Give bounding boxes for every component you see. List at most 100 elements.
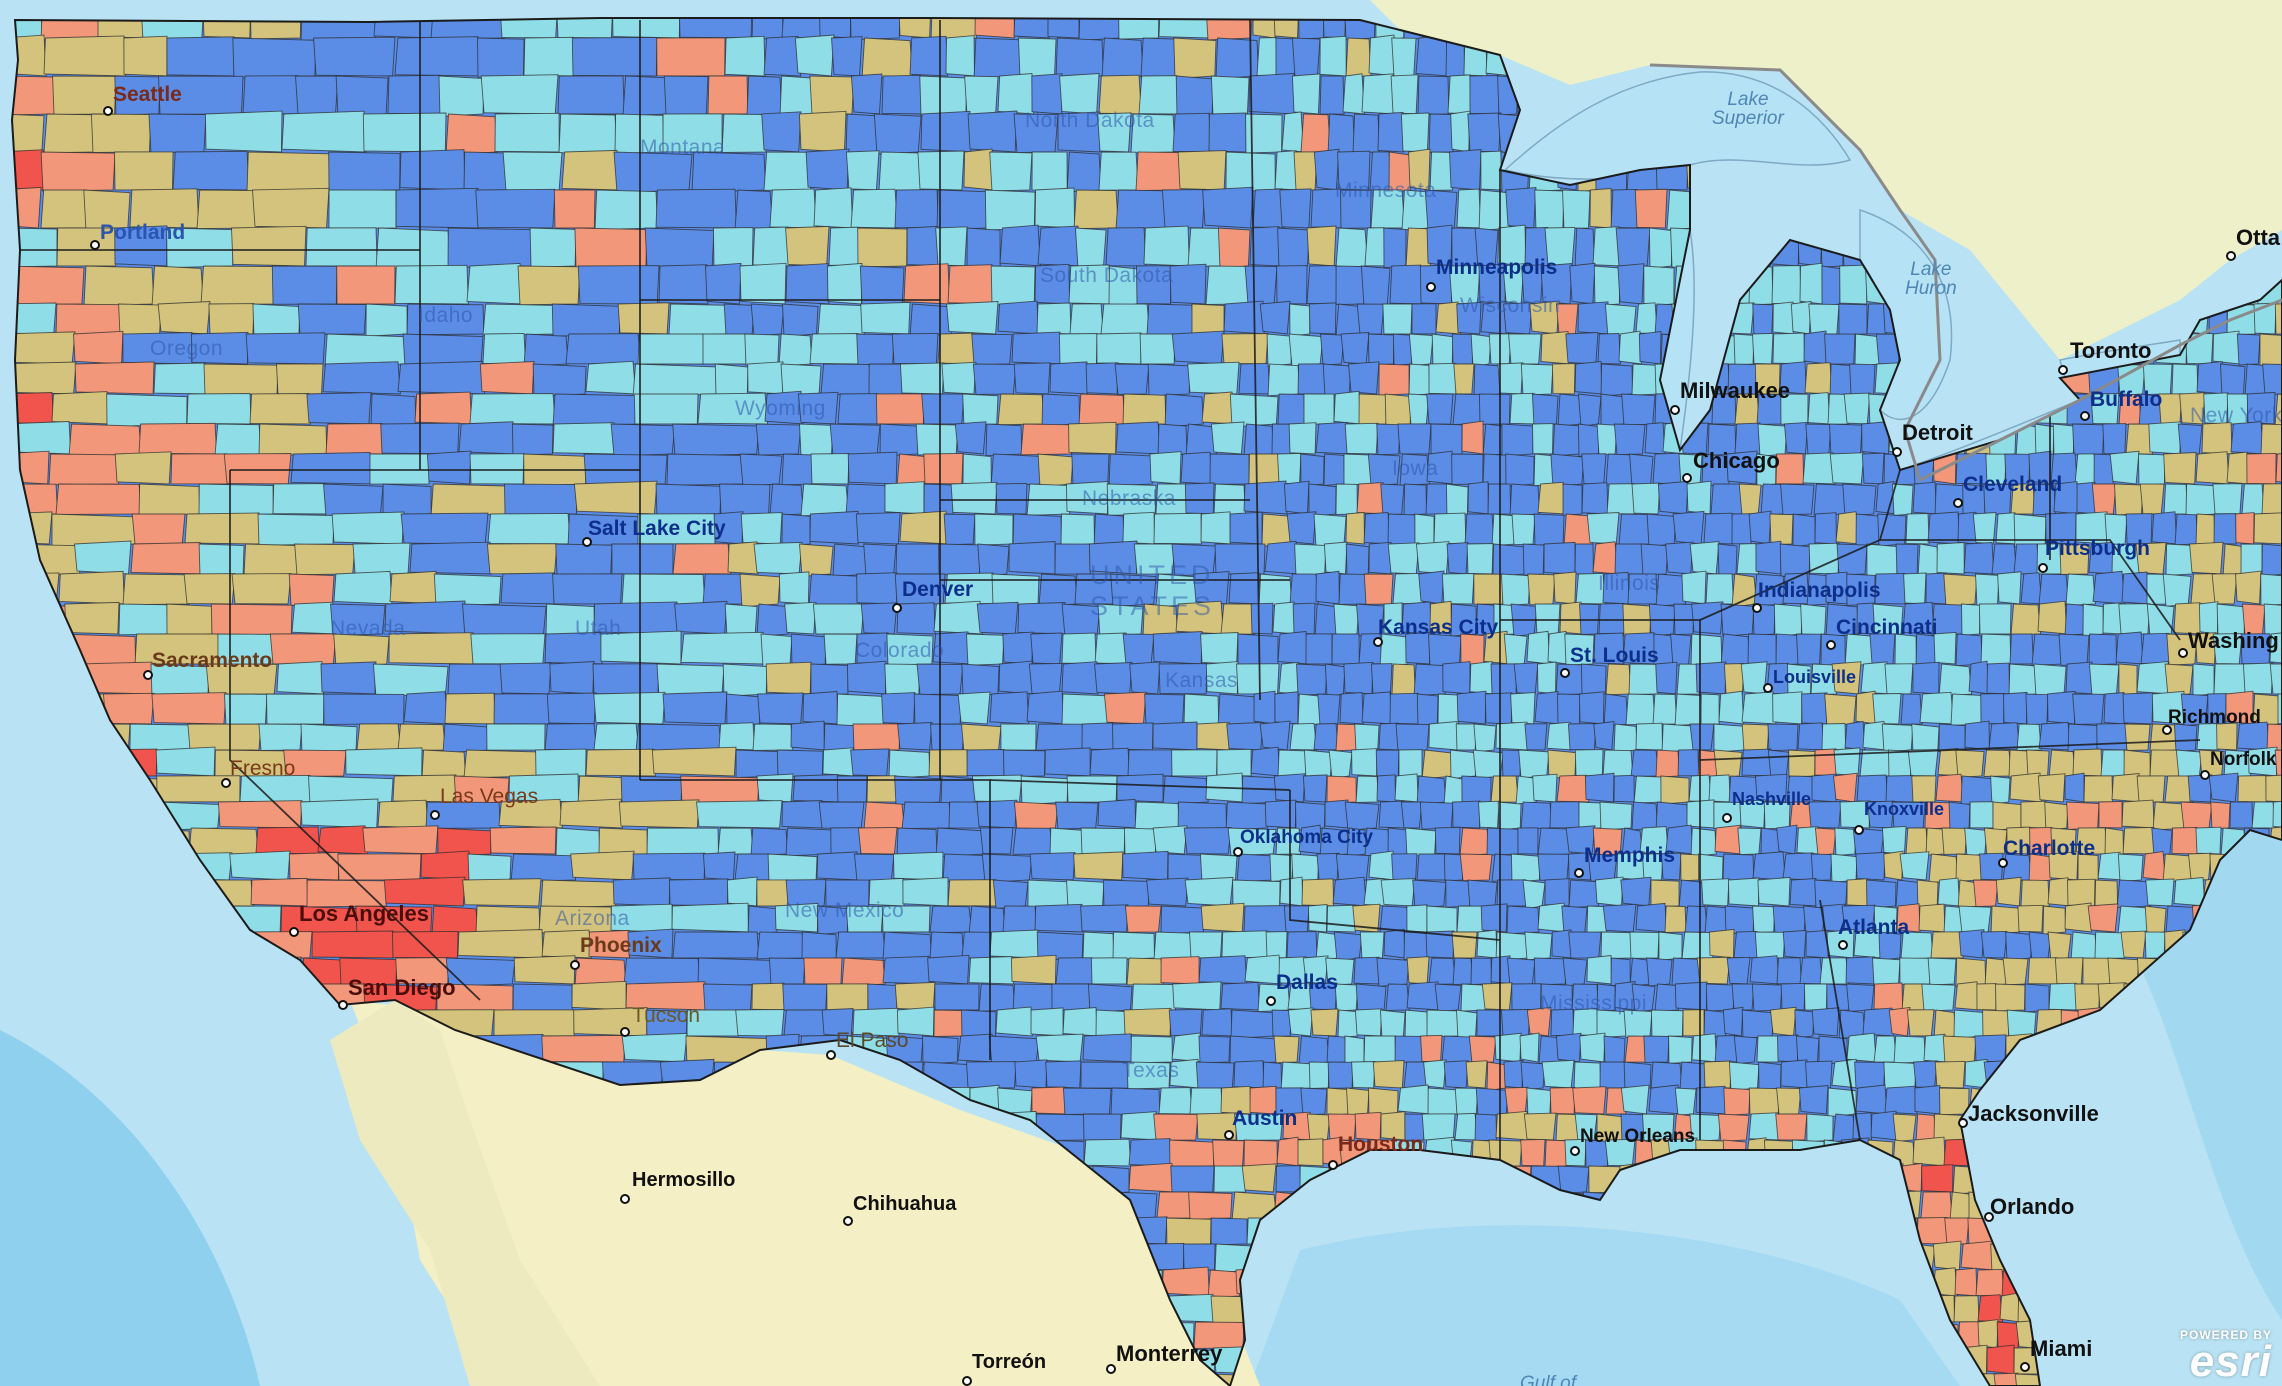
county-polygon[interactable] <box>919 75 968 117</box>
county-polygon[interactable] <box>1916 1216 1949 1245</box>
county-polygon[interactable] <box>822 747 855 777</box>
county-polygon[interactable] <box>442 723 490 754</box>
county-polygon[interactable] <box>469 453 525 485</box>
county-polygon[interactable] <box>1754 363 1781 395</box>
county-polygon[interactable] <box>1803 330 1827 365</box>
county-polygon[interactable] <box>1524 723 1548 751</box>
county-polygon[interactable] <box>131 513 186 545</box>
county-polygon[interactable] <box>1596 423 1618 456</box>
county-polygon[interactable] <box>294 543 356 576</box>
county-polygon[interactable] <box>1293 151 1318 191</box>
county-polygon[interactable] <box>1955 633 1983 667</box>
county-polygon[interactable] <box>644 227 715 269</box>
county-polygon[interactable] <box>1198 955 1248 985</box>
county-polygon[interactable] <box>1473 573 1504 605</box>
county-polygon[interactable] <box>860 301 911 335</box>
county-polygon[interactable] <box>899 362 945 395</box>
county-polygon[interactable] <box>1986 662 2010 695</box>
city-marker-salt-lake-city[interactable] <box>582 537 592 547</box>
county-polygon[interactable] <box>210 603 293 636</box>
county-polygon[interactable] <box>1497 362 1524 395</box>
county-polygon[interactable] <box>646 827 719 855</box>
county-polygon[interactable] <box>1261 513 1292 547</box>
county-polygon[interactable] <box>621 573 706 605</box>
county-polygon[interactable] <box>331 511 405 545</box>
county-polygon[interactable] <box>1354 1008 1383 1037</box>
county-polygon[interactable] <box>1969 801 1994 829</box>
county-polygon[interactable] <box>1243 905 1288 933</box>
city-label-tucson[interactable]: Tucson <box>632 1004 701 1027</box>
county-polygon[interactable] <box>1201 391 1236 425</box>
county-polygon[interactable] <box>901 801 953 830</box>
county-polygon[interactable] <box>1430 423 1463 456</box>
county-polygon[interactable] <box>790 633 827 668</box>
county-polygon[interactable] <box>790 720 825 751</box>
county-polygon[interactable] <box>1533 957 1567 986</box>
county-polygon[interactable] <box>808 573 860 607</box>
county-polygon[interactable] <box>674 600 728 635</box>
county-polygon[interactable] <box>1997 571 2022 605</box>
county-polygon[interactable] <box>702 333 747 365</box>
county-polygon[interactable] <box>123 35 168 77</box>
county-polygon[interactable] <box>1827 393 1849 425</box>
county-polygon[interactable] <box>781 513 811 547</box>
county-polygon[interactable] <box>1078 393 1126 426</box>
county-polygon[interactable] <box>1780 1059 1808 1089</box>
county-polygon[interactable] <box>188 827 259 856</box>
county-polygon[interactable] <box>462 878 542 907</box>
county-polygon[interactable] <box>1184 482 1215 515</box>
county-polygon[interactable] <box>1555 1032 1582 1063</box>
county-polygon[interactable] <box>129 723 191 752</box>
county-polygon[interactable] <box>1187 361 1240 395</box>
county-polygon[interactable] <box>1054 543 1091 575</box>
county-polygon[interactable] <box>941 361 977 395</box>
county-polygon[interactable] <box>546 692 597 725</box>
county-polygon[interactable] <box>1664 905 1687 933</box>
county-polygon[interactable] <box>40 189 90 229</box>
county-polygon[interactable] <box>1428 113 1454 153</box>
county-polygon[interactable] <box>1975 573 2000 606</box>
county-polygon[interactable] <box>2164 775 2194 803</box>
county-polygon[interactable] <box>1799 957 1824 985</box>
county-polygon[interactable] <box>2117 853 2144 883</box>
county-polygon[interactable] <box>1037 453 1074 488</box>
county-polygon[interactable] <box>1776 1087 1802 1115</box>
county-polygon[interactable] <box>271 265 338 305</box>
county-polygon[interactable] <box>2052 423 2075 457</box>
county-polygon[interactable] <box>1097 798 1137 829</box>
county-polygon[interactable] <box>1520 801 1553 830</box>
county-polygon[interactable] <box>2211 573 2238 605</box>
county-polygon[interactable] <box>2083 775 2114 803</box>
county-polygon[interactable] <box>55 303 122 336</box>
county-polygon[interactable] <box>1351 748 1378 777</box>
county-polygon[interactable] <box>707 75 749 115</box>
county-polygon[interactable] <box>1537 853 1570 881</box>
county-polygon[interactable] <box>2014 1373 2043 1386</box>
county-polygon[interactable] <box>823 723 856 753</box>
county-polygon[interactable] <box>1327 1113 1357 1141</box>
county-polygon[interactable] <box>2094 879 2119 908</box>
city-marker-chicago[interactable] <box>1682 473 1692 483</box>
county-polygon[interactable] <box>1389 692 1419 725</box>
county-polygon[interactable] <box>323 693 405 725</box>
county-polygon[interactable] <box>551 303 621 337</box>
county-polygon[interactable] <box>320 661 377 695</box>
county-polygon[interactable] <box>1221 930 1269 959</box>
county-polygon[interactable] <box>1271 1009 1292 1038</box>
county-polygon[interactable] <box>1978 603 2012 635</box>
county-polygon[interactable] <box>1655 573 1687 607</box>
county-polygon[interactable] <box>752 723 794 751</box>
county-polygon[interactable] <box>1259 720 1291 751</box>
county-polygon[interactable] <box>600 630 682 665</box>
county-polygon[interactable] <box>1968 660 1990 695</box>
county-polygon[interactable] <box>1243 1139 1278 1168</box>
county-polygon[interactable] <box>272 483 328 515</box>
county-polygon[interactable] <box>1534 603 1561 635</box>
county-polygon[interactable] <box>1208 112 1247 153</box>
county-polygon[interactable] <box>1577 301 1609 335</box>
county-polygon[interactable] <box>929 905 973 934</box>
county-polygon[interactable] <box>1941 827 1968 855</box>
county-polygon[interactable] <box>1469 75 1500 115</box>
county-polygon[interactable] <box>1412 879 1447 909</box>
county-polygon[interactable] <box>943 513 976 546</box>
